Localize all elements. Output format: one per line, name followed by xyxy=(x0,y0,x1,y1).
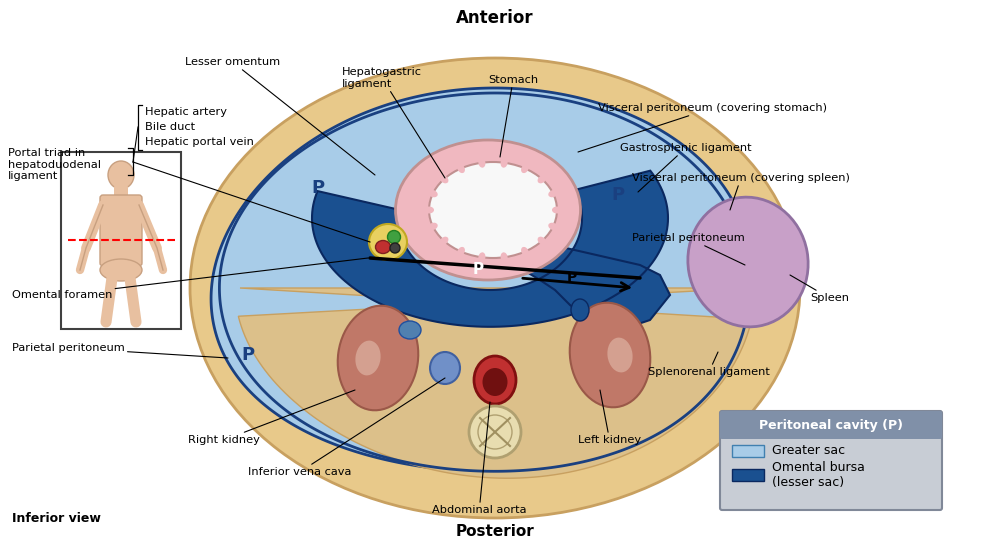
Text: Gastrosplenic ligament: Gastrosplenic ligament xyxy=(620,143,752,192)
Ellipse shape xyxy=(429,162,557,258)
Ellipse shape xyxy=(396,140,581,280)
Ellipse shape xyxy=(478,158,485,168)
Ellipse shape xyxy=(474,356,516,404)
Text: Splenorenal ligament: Splenorenal ligament xyxy=(648,352,769,377)
Bar xyxy=(732,445,764,457)
Ellipse shape xyxy=(338,306,418,410)
Text: Right kidney: Right kidney xyxy=(188,390,355,445)
Text: Bile duct: Bile duct xyxy=(145,122,195,132)
Ellipse shape xyxy=(430,352,460,384)
Ellipse shape xyxy=(522,164,529,173)
Ellipse shape xyxy=(501,252,508,262)
Ellipse shape xyxy=(440,237,449,245)
Text: Portal triad in
hepatoduodenal
ligament: Portal triad in hepatoduodenal ligament xyxy=(8,148,101,181)
Ellipse shape xyxy=(469,406,521,458)
Text: Spleen: Spleen xyxy=(790,275,849,303)
FancyBboxPatch shape xyxy=(720,411,942,510)
Text: Hepatic portal vein: Hepatic portal vein xyxy=(145,137,254,147)
Ellipse shape xyxy=(552,207,562,213)
Text: Lesser omentum: Lesser omentum xyxy=(185,57,375,175)
Ellipse shape xyxy=(537,175,546,183)
Ellipse shape xyxy=(571,299,589,321)
FancyBboxPatch shape xyxy=(114,186,128,200)
FancyBboxPatch shape xyxy=(61,152,181,329)
Ellipse shape xyxy=(424,207,434,213)
Text: Stomach: Stomach xyxy=(488,75,538,157)
FancyBboxPatch shape xyxy=(100,195,142,266)
Ellipse shape xyxy=(108,161,134,189)
Text: P: P xyxy=(611,186,625,204)
Ellipse shape xyxy=(376,240,391,254)
Text: Peritoneal cavity (P): Peritoneal cavity (P) xyxy=(759,418,903,431)
Text: P: P xyxy=(241,346,255,364)
Ellipse shape xyxy=(458,164,464,173)
Text: P: P xyxy=(472,263,483,277)
Ellipse shape xyxy=(482,368,508,396)
Text: P: P xyxy=(567,271,578,285)
Ellipse shape xyxy=(607,338,633,373)
Text: Abdominal aorta: Abdominal aorta xyxy=(432,402,526,515)
Text: Left kidney: Left kidney xyxy=(578,390,642,445)
Text: Parietal peritoneum: Parietal peritoneum xyxy=(12,343,228,358)
Ellipse shape xyxy=(390,243,400,253)
Ellipse shape xyxy=(688,197,808,327)
Text: Anterior: Anterior xyxy=(457,9,533,27)
Ellipse shape xyxy=(458,247,464,256)
Ellipse shape xyxy=(522,247,529,256)
Text: Posterior: Posterior xyxy=(456,524,534,540)
Text: Omental foramen: Omental foramen xyxy=(12,258,368,300)
Text: Hepatogastric
ligament: Hepatogastric ligament xyxy=(342,67,445,178)
Ellipse shape xyxy=(548,190,558,197)
Ellipse shape xyxy=(548,222,558,230)
Ellipse shape xyxy=(100,259,142,281)
Text: Inferior view: Inferior view xyxy=(12,511,101,524)
Text: Inferior vena cava: Inferior vena cava xyxy=(248,378,445,477)
Bar xyxy=(732,469,764,481)
Polygon shape xyxy=(312,171,670,330)
Text: Visceral peritoneum (covering spleen): Visceral peritoneum (covering spleen) xyxy=(632,173,850,210)
Text: Parietal peritoneum: Parietal peritoneum xyxy=(632,233,745,265)
Ellipse shape xyxy=(428,222,438,230)
Ellipse shape xyxy=(501,158,508,168)
Ellipse shape xyxy=(537,237,546,245)
FancyBboxPatch shape xyxy=(720,411,942,439)
Ellipse shape xyxy=(570,302,650,407)
Polygon shape xyxy=(211,88,752,472)
Ellipse shape xyxy=(369,224,407,260)
Text: Visceral peritoneum (covering stomach): Visceral peritoneum (covering stomach) xyxy=(578,103,827,152)
Ellipse shape xyxy=(190,58,800,518)
Ellipse shape xyxy=(388,231,400,244)
Ellipse shape xyxy=(428,190,438,197)
Text: P: P xyxy=(312,179,325,197)
Text: Greater sac: Greater sac xyxy=(772,444,845,458)
Ellipse shape xyxy=(478,252,485,262)
Text: Omental bursa
(lesser sac): Omental bursa (lesser sac) xyxy=(772,461,865,489)
Ellipse shape xyxy=(355,341,381,375)
Polygon shape xyxy=(238,288,752,478)
Ellipse shape xyxy=(399,321,421,339)
Ellipse shape xyxy=(440,175,449,183)
Text: Hepatic artery: Hepatic artery xyxy=(145,107,227,117)
